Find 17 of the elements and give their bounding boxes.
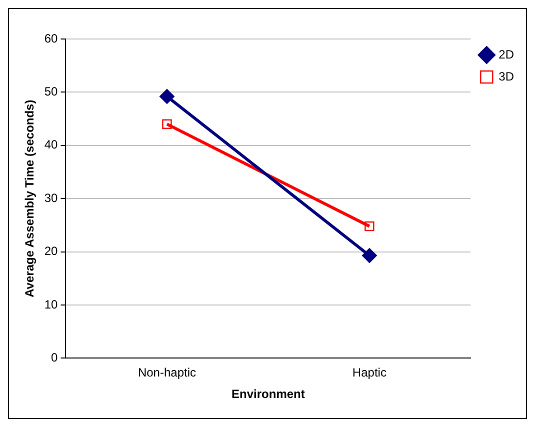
point [362,248,377,264]
point [364,221,374,232]
legend-label: 2D [498,47,514,62]
x-tick-label: Non-haptic [138,366,196,380]
y-axis-title: Average Assembly Time (seconds) [22,100,37,298]
point [162,119,172,129]
y-tick-label: 30 [44,190,58,205]
point [159,88,174,104]
legend-label: 3D [498,69,514,84]
y-tick-label: 50 [44,84,58,99]
y-tick-label: 60 [44,31,58,46]
y-tick-label: 0 [51,350,58,365]
x-axis-title: Environment [232,387,305,402]
x-tick-label: Haptic [352,366,386,380]
y-tick-label: 40 [44,138,58,152]
y-tick-label: 20 [44,244,58,258]
y-tick-label: 10 [44,297,58,312]
